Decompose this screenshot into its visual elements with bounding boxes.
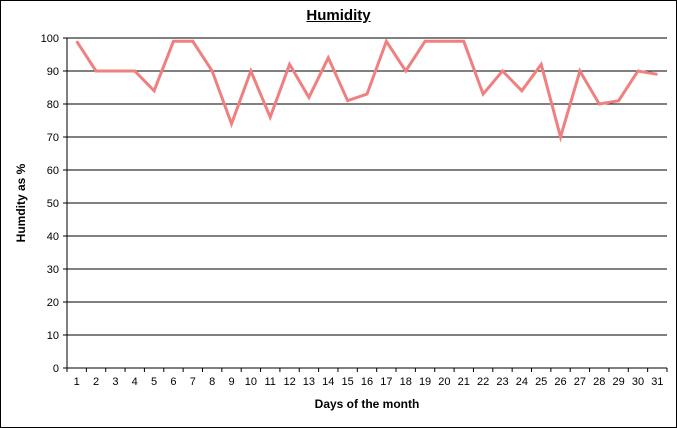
- y-tick-label: 40: [47, 231, 59, 243]
- data-point: [618, 100, 620, 102]
- x-tick-label: 20: [438, 376, 450, 388]
- x-tick-label: 26: [554, 376, 566, 388]
- x-tick-label: 30: [632, 376, 644, 388]
- data-point: [443, 40, 445, 42]
- data-point: [153, 90, 155, 92]
- data-point: [134, 70, 136, 72]
- y-tick-label: 80: [47, 99, 59, 111]
- data-point: [405, 70, 407, 72]
- data-point: [463, 40, 465, 42]
- data-point: [269, 116, 271, 118]
- x-tick-label: 28: [593, 376, 605, 388]
- x-tick-label: 3: [112, 376, 118, 388]
- y-tick-label: 90: [47, 66, 59, 78]
- x-tick-label: 13: [303, 376, 315, 388]
- data-point: [114, 70, 116, 72]
- x-tick-label: 25: [535, 376, 547, 388]
- x-tick-label: 24: [516, 376, 528, 388]
- x-tick-label: 10: [245, 376, 257, 388]
- chart-title: Humidity: [306, 7, 371, 24]
- x-tick-label: 8: [209, 376, 215, 388]
- x-tick-label: 9: [228, 376, 234, 388]
- x-axis-label: Days of the month: [314, 397, 420, 411]
- data-point: [598, 103, 600, 105]
- data-point: [482, 93, 484, 95]
- data-point: [95, 70, 97, 72]
- x-tick-label: 16: [361, 376, 373, 388]
- data-point: [656, 73, 658, 75]
- data-point: [560, 136, 562, 138]
- data-point: [637, 70, 639, 72]
- y-tick-label: 10: [47, 330, 59, 342]
- x-tick-label: 15: [342, 376, 354, 388]
- data-point: [579, 70, 581, 72]
- x-tick-label: 2: [93, 376, 99, 388]
- x-tick-label: 5: [151, 376, 157, 388]
- x-tick-label: 6: [170, 376, 176, 388]
- data-point: [308, 96, 310, 98]
- series-line: [75, 37, 658, 143]
- data-point: [76, 40, 78, 42]
- x-tick-label: 7: [190, 376, 196, 388]
- data-point: [501, 70, 503, 72]
- data-point: [385, 40, 387, 42]
- data-point: [521, 90, 523, 92]
- data-point: [231, 123, 233, 125]
- y-tick-label: 0: [53, 363, 59, 375]
- x-tick-label: 29: [612, 376, 624, 388]
- data-point: [424, 40, 426, 42]
- data-point: [192, 40, 194, 42]
- data-point: [289, 63, 291, 65]
- y-tick-label: 70: [47, 132, 59, 144]
- x-tick-label: 23: [496, 376, 508, 388]
- x-tick-label: 1: [74, 376, 80, 388]
- data-point: [250, 70, 252, 72]
- x-tick-label: 12: [283, 376, 295, 388]
- x-tick-label: 17: [380, 376, 392, 388]
- data-point: [347, 100, 349, 102]
- x-tick-label: 27: [574, 376, 586, 388]
- x-tick-label: 14: [322, 376, 334, 388]
- x-tick-label: 11: [265, 376, 276, 388]
- y-tick-label: 50: [47, 198, 59, 210]
- data-point: [211, 70, 213, 72]
- x-tick-label: 31: [651, 376, 663, 388]
- y-tick-label: 20: [47, 297, 59, 309]
- y-tick-label: 30: [47, 264, 59, 276]
- y-tick-label: 100: [41, 33, 59, 45]
- x-tick-label: 18: [400, 376, 412, 388]
- x-tick-label: 22: [477, 376, 489, 388]
- x-tick-label: 21: [458, 376, 470, 388]
- data-point: [327, 57, 329, 59]
- x-tick-label: 19: [419, 376, 431, 388]
- data-point: [172, 40, 174, 42]
- y-tick-label: 60: [47, 165, 59, 177]
- x-tick-label: 4: [132, 376, 138, 388]
- data-point: [540, 63, 542, 65]
- data-point: [366, 93, 368, 95]
